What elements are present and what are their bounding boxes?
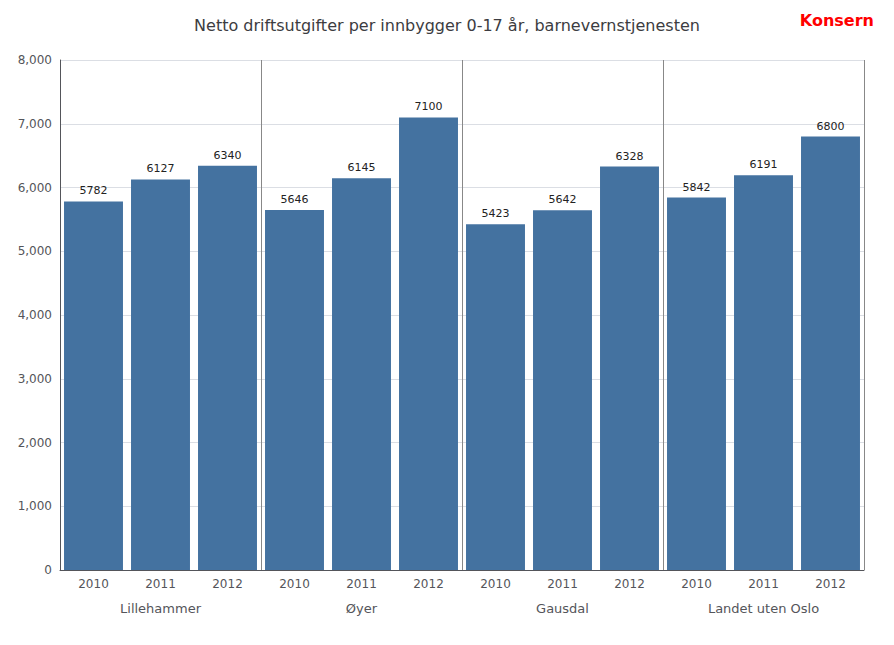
svg-text:5842: 5842 [683, 181, 711, 194]
svg-text:Øyer: Øyer [346, 601, 378, 616]
svg-text:6127: 6127 [147, 162, 175, 175]
svg-text:2010: 2010 [78, 577, 109, 591]
svg-text:2011: 2011 [346, 577, 377, 591]
svg-text:2010: 2010 [480, 577, 511, 591]
svg-text:5,000: 5,000 [18, 244, 52, 258]
svg-text:5642: 5642 [549, 193, 577, 206]
svg-text:7100: 7100 [415, 100, 443, 113]
svg-text:2012: 2012 [413, 577, 444, 591]
svg-text:Konsern: Konsern [800, 11, 874, 30]
svg-text:1,000: 1,000 [18, 499, 52, 513]
svg-text:8,000: 8,000 [18, 53, 52, 67]
svg-text:2012: 2012 [614, 577, 645, 591]
svg-text:2010: 2010 [681, 577, 712, 591]
svg-text:2,000: 2,000 [18, 436, 52, 450]
svg-text:2012: 2012 [212, 577, 243, 591]
svg-text:6800: 6800 [817, 120, 845, 133]
svg-text:2011: 2011 [748, 577, 779, 591]
svg-text:6340: 6340 [214, 149, 242, 162]
svg-text:6,000: 6,000 [18, 181, 52, 195]
svg-text:6328: 6328 [616, 150, 644, 163]
svg-text:Landet uten Oslo: Landet uten Oslo [708, 601, 819, 616]
svg-text:5423: 5423 [482, 207, 510, 220]
svg-text:5646: 5646 [281, 193, 309, 206]
svg-text:7,000: 7,000 [18, 117, 52, 131]
svg-text:2011: 2011 [145, 577, 176, 591]
svg-text:2012: 2012 [815, 577, 846, 591]
svg-text:2011: 2011 [547, 577, 578, 591]
svg-text:Lillehammer: Lillehammer [120, 601, 202, 616]
svg-text:0: 0 [44, 563, 52, 577]
svg-text:6145: 6145 [348, 161, 376, 174]
svg-text:5782: 5782 [80, 184, 108, 197]
svg-text:Gausdal: Gausdal [536, 601, 589, 616]
svg-text:3,000: 3,000 [18, 372, 52, 386]
svg-text:4,000: 4,000 [18, 308, 52, 322]
svg-text:2010: 2010 [279, 577, 310, 591]
svg-text:Netto driftsutgifter per innby: Netto driftsutgifter per innbygger 0-17 … [194, 16, 700, 35]
svg-text:6191: 6191 [750, 158, 778, 171]
